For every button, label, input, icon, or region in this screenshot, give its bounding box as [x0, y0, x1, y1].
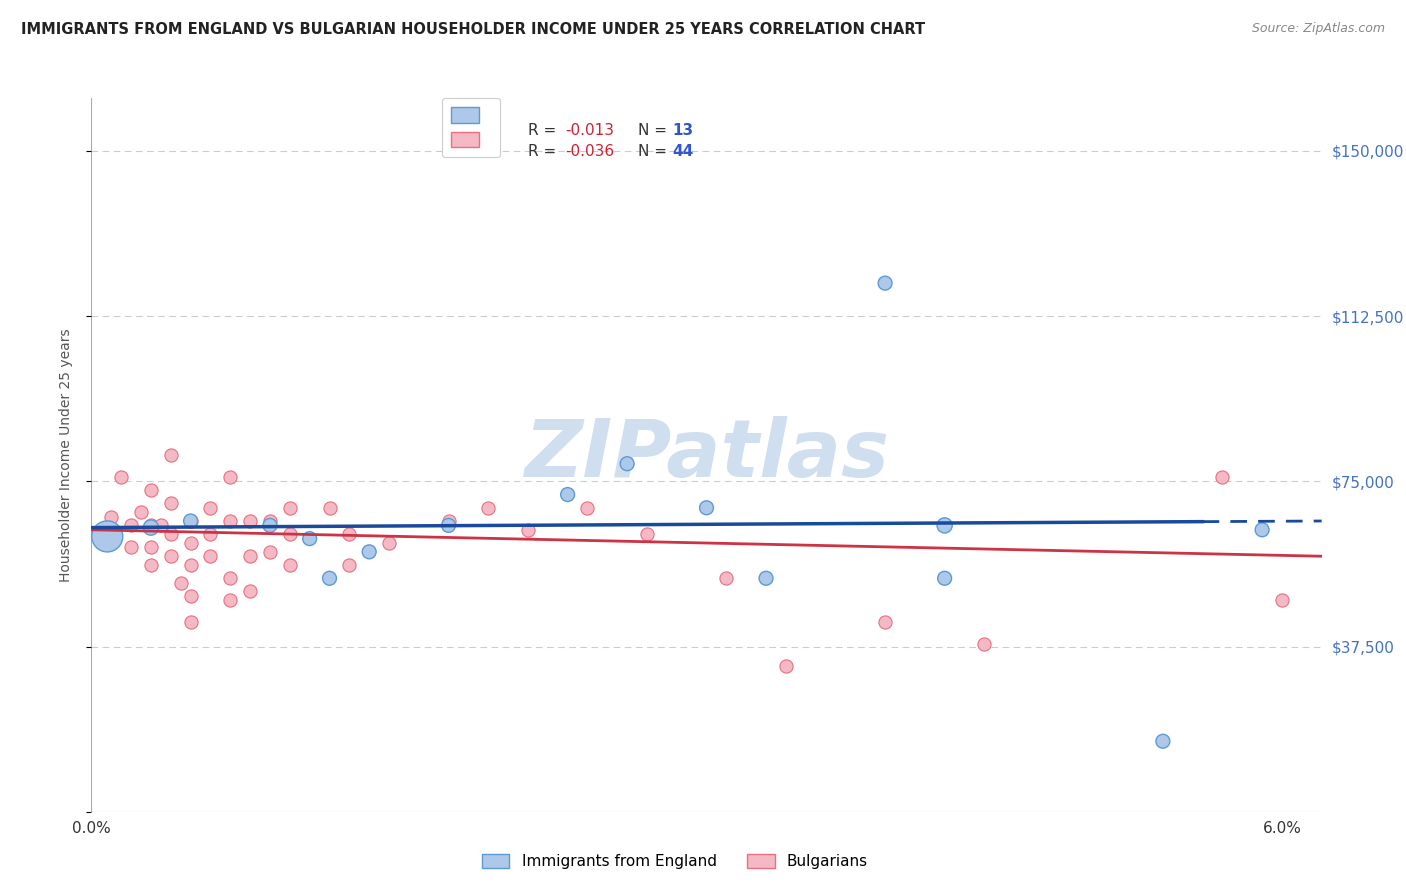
Legend: Immigrants from England, Bulgarians: Immigrants from England, Bulgarians — [475, 848, 875, 875]
Point — [219, 593, 242, 607]
Text: N =: N = — [637, 145, 672, 159]
Point — [219, 514, 242, 528]
Point — [139, 541, 162, 555]
Point — [934, 571, 956, 585]
Point — [636, 527, 658, 541]
Point — [259, 518, 281, 533]
Point — [200, 500, 222, 515]
Point — [96, 529, 118, 543]
Text: R =: R = — [529, 123, 561, 137]
Point — [120, 518, 142, 533]
Point — [359, 545, 381, 559]
Point — [1251, 523, 1274, 537]
Point — [180, 514, 202, 528]
Point — [278, 527, 301, 541]
Text: N =: N = — [637, 123, 672, 137]
Point — [337, 558, 360, 572]
Point — [716, 571, 738, 585]
Point — [557, 487, 579, 501]
Point — [159, 496, 181, 510]
Point — [695, 500, 717, 515]
Point — [219, 470, 242, 484]
Point — [437, 514, 460, 528]
Point — [278, 500, 301, 515]
Point — [576, 500, 599, 515]
Point — [239, 584, 262, 599]
Point — [180, 589, 202, 603]
Text: Source: ZipAtlas.com: Source: ZipAtlas.com — [1251, 22, 1385, 36]
Point — [875, 615, 897, 630]
Point — [337, 527, 360, 541]
Point — [120, 541, 142, 555]
Point — [139, 520, 162, 534]
Point — [1211, 470, 1233, 484]
Text: ZIPatlas: ZIPatlas — [524, 416, 889, 494]
Point — [139, 518, 162, 533]
Text: IMMIGRANTS FROM ENGLAND VS BULGARIAN HOUSEHOLDER INCOME UNDER 25 YEARS CORRELATI: IMMIGRANTS FROM ENGLAND VS BULGARIAN HOU… — [21, 22, 925, 37]
Point — [239, 514, 262, 528]
Y-axis label: Householder Income Under 25 years: Householder Income Under 25 years — [59, 328, 73, 582]
Point — [180, 558, 202, 572]
Point — [170, 575, 193, 590]
Point — [139, 483, 162, 498]
Point — [159, 527, 181, 541]
Point — [149, 518, 172, 533]
Point — [378, 536, 401, 550]
Point — [239, 549, 262, 564]
Point — [755, 571, 778, 585]
Point — [318, 500, 340, 515]
Point — [110, 470, 132, 484]
Point — [100, 532, 122, 546]
Point — [200, 527, 222, 541]
Point — [775, 659, 797, 673]
Text: -0.013: -0.013 — [565, 123, 614, 137]
Point — [259, 545, 281, 559]
Point — [934, 518, 956, 533]
Point — [159, 448, 181, 462]
Point — [318, 571, 340, 585]
Point — [259, 514, 281, 528]
Text: 13: 13 — [672, 123, 693, 137]
Text: 44: 44 — [672, 145, 693, 159]
Point — [298, 532, 321, 546]
Point — [100, 509, 122, 524]
Point — [159, 549, 181, 564]
Point — [616, 457, 638, 471]
Point — [180, 536, 202, 550]
Point — [1152, 734, 1174, 748]
Point — [278, 558, 301, 572]
Point — [437, 518, 460, 533]
Point — [477, 500, 499, 515]
Point — [1271, 593, 1294, 607]
Point — [973, 637, 995, 651]
Point — [129, 505, 152, 519]
Point — [180, 514, 202, 528]
Text: R =: R = — [529, 145, 561, 159]
Point — [180, 615, 202, 630]
Text: -0.036: -0.036 — [565, 145, 614, 159]
Legend: , : , — [441, 98, 501, 157]
Point — [516, 523, 538, 537]
Point — [139, 558, 162, 572]
Point — [219, 571, 242, 585]
Point — [200, 549, 222, 564]
Point — [875, 276, 897, 290]
